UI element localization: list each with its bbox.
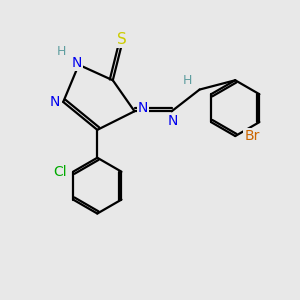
Text: N: N <box>138 100 148 115</box>
Text: S: S <box>117 32 127 47</box>
Text: Cl: Cl <box>53 165 67 179</box>
Text: N: N <box>168 114 178 128</box>
Text: H: H <box>183 74 193 87</box>
Text: N: N <box>50 95 60 109</box>
Text: Br: Br <box>244 129 260 143</box>
Text: N: N <box>72 56 83 70</box>
Text: H: H <box>57 45 66 58</box>
